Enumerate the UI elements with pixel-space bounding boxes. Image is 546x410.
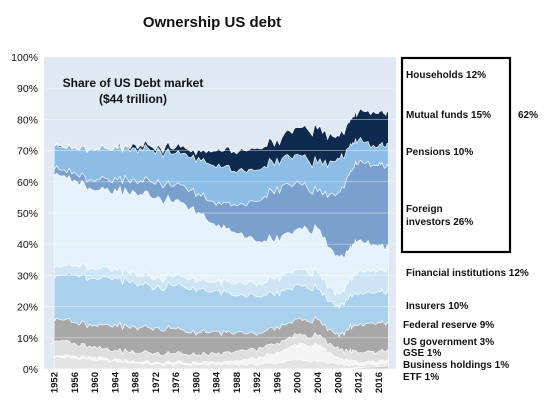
x-tick-label: 1984 [212,371,223,393]
legend-label: Business holdings 1% [403,360,509,371]
area-series-group [53,108,389,370]
x-tick-label: 2000 [293,372,304,393]
x-tick-label: 1988 [232,372,243,393]
y-tick-label: 80% [17,114,38,126]
x-tick-label: 1960 [90,372,101,393]
legend-label: Financial institutions 12% [406,268,529,279]
legend-label: Pensions 10% [406,147,473,158]
legend-label: ETF 1% [403,372,439,383]
y-tick-label: 20% [17,302,38,314]
x-axis-ticks: 1952 1956 1960 1964 1968 1972 1976 1980 1984 1988… [50,371,385,393]
x-tick-label: 2016 [374,372,385,393]
legend-label: Foreign investors 26% [406,204,473,228]
x-tick-label: 2008 [333,372,344,393]
x-tick-label: 1956 [70,372,81,393]
y-tick-label: 40% [17,239,38,251]
x-tick-label: 2012 [354,372,365,393]
x-tick-label: 1964 [110,371,121,393]
legend-label: Federal reserve 9% [403,320,494,331]
legend-label: GSE 1% [403,348,441,359]
area-households [53,108,389,174]
inner-title-line2: ($44 trillion) [99,92,167,106]
x-tick-label: 1976 [171,372,182,393]
bracket-box [400,56,512,254]
y-tick-label: 70% [17,146,38,158]
gridlines [44,56,396,370]
y-tick-label: 10% [17,333,38,345]
legend-label: Mutual funds 15% [406,110,491,121]
y-tick-label: 90% [17,83,38,95]
y-tick-label: 30% [17,270,38,282]
y-tick-label: 0% [23,364,38,376]
x-tick-label: 1996 [272,372,283,393]
x-tick-label: 1972 [151,372,162,393]
chart-title: Ownership US debt [143,14,281,31]
legend-label: Households 12% [406,70,486,81]
bracket-total-label: 62% [518,110,538,121]
legend-label: Insurers 10% [406,301,468,312]
y-tick-label: 100% [11,52,38,64]
legend-label: US government 3% [403,337,494,348]
y-tick-label: 50% [17,208,38,220]
y-axis-ticks: 0% 10% 20% 30% 40% 50% 60% 70% 80% 90% 100% [11,52,38,376]
inner-title-line1: Share of US Debt market [63,76,204,90]
x-tick-label: 1980 [191,372,202,393]
x-tick-label: 1992 [252,372,263,393]
x-tick-label: 1952 [50,372,61,393]
legend-labels: ETF 1%Business holdings 1%GSE 1%US gover… [403,70,529,383]
y-tick-label: 60% [17,177,38,189]
x-tick-label: 1968 [131,372,142,393]
x-tick-label: 2004 [313,371,324,393]
